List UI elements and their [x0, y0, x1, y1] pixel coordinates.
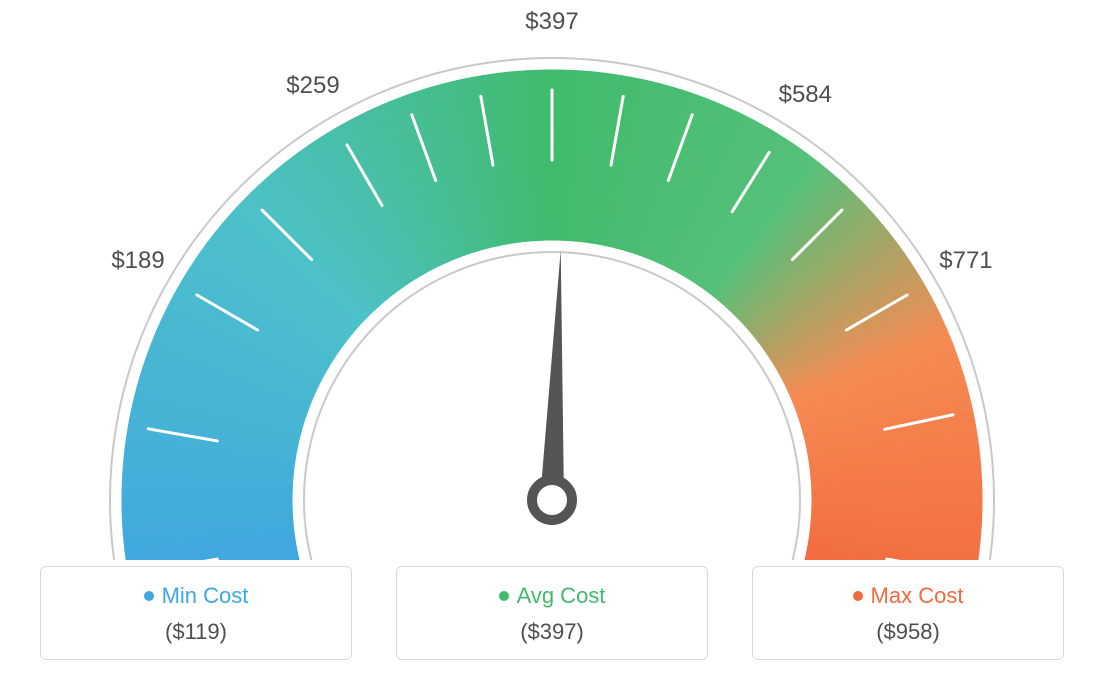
- legend-title-avg: Avg Cost: [499, 583, 606, 609]
- legend-title-max: Max Cost: [853, 583, 964, 609]
- legend-value-max: ($958): [763, 619, 1053, 645]
- gauge-hub: [532, 480, 572, 520]
- legend-label-min: Min Cost: [162, 583, 249, 609]
- legend-title-min: Min Cost: [144, 583, 249, 609]
- gauge-tick-label: $771: [939, 247, 992, 275]
- gauge-tick-label: $259: [286, 72, 339, 100]
- legend-dot-max: [853, 591, 863, 601]
- gauge-needle: [540, 250, 564, 500]
- legend-card-min: Min Cost ($119): [40, 566, 352, 660]
- gauge-tick-label: $584: [779, 81, 832, 109]
- legend-dot-min: [144, 591, 154, 601]
- gauge-tick-label: $189: [111, 247, 164, 275]
- legend-card-avg: Avg Cost ($397): [396, 566, 708, 660]
- gauge-tick-label: $397: [525, 8, 578, 36]
- chart-container: $119$189$259$397$584$771$958 Min Cost ($…: [0, 0, 1104, 690]
- legend-label-max: Max Cost: [871, 583, 964, 609]
- gauge-area: $119$189$259$397$584$771$958: [0, 0, 1104, 560]
- legend-card-max: Max Cost ($958): [752, 566, 1064, 660]
- legend-label-avg: Avg Cost: [517, 583, 606, 609]
- legend-row: Min Cost ($119) Avg Cost ($397) Max Cost…: [0, 566, 1104, 660]
- legend-value-avg: ($397): [407, 619, 697, 645]
- legend-dot-avg: [499, 591, 509, 601]
- gauge-svg: [0, 0, 1104, 560]
- legend-value-min: ($119): [51, 619, 341, 645]
